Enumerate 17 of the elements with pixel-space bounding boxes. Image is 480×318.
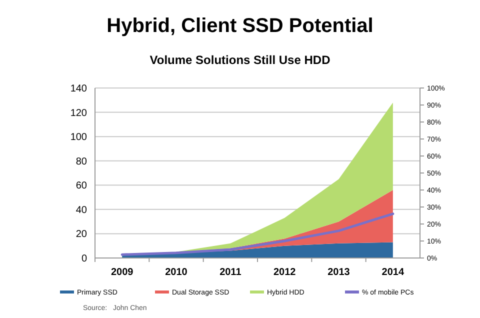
x-tick-label: 2009	[110, 267, 134, 278]
y-tick-label: 140	[70, 84, 88, 94]
x-tick-label: 2011	[220, 267, 242, 278]
y-tick-label: 20	[76, 229, 88, 240]
chart-title: Hybrid, Client SSD Potential	[106, 15, 374, 37]
x-tick-label: 2013	[328, 267, 350, 278]
y-tick-label: 0	[81, 254, 88, 264]
line-series	[120, 212, 394, 256]
y-tick-label: 80	[76, 156, 88, 168]
x-tick-label: 2012	[273, 267, 296, 278]
chart-subtitle: Volume Solutions Still Use HDD	[150, 53, 331, 67]
y-tick-label: 100	[70, 132, 88, 144]
x-tick-label: 2014	[382, 267, 404, 278]
y-tick-label: 120	[70, 108, 88, 119]
y-tick-label: 60	[76, 180, 88, 192]
x-tick-label: 2010	[165, 267, 188, 278]
y-tick-label: 40	[76, 204, 88, 216]
